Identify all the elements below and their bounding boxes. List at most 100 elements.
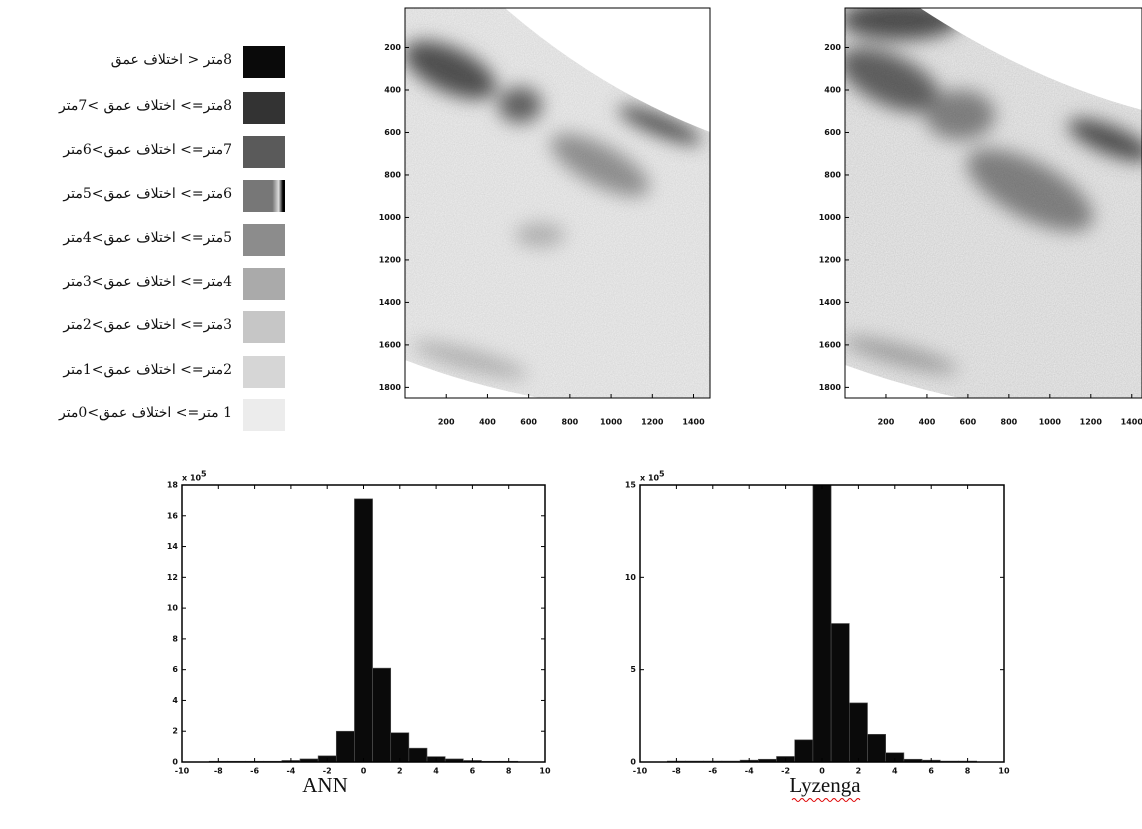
caption: ANN [302,773,348,797]
x-tick-label: 2 [397,767,403,776]
x-tick-label: 200 [878,418,895,427]
y-tick-label: 4 [172,696,178,705]
x-tick-label: -10 [633,767,648,776]
y-tick-label: 1400 [379,298,402,307]
x-tick-label: -4 [745,767,754,776]
legend-swatch [243,268,285,300]
y-tick-label: 2 [172,727,178,736]
y-tick-label: 10 [167,604,179,613]
x-tick-label: 600 [960,418,977,427]
map-frame [844,7,1142,399]
x-tick-label: -4 [286,767,295,776]
y-tick-label: 1000 [819,213,842,222]
y-tick-label: 1000 [379,213,402,222]
legend-swatch [243,180,285,212]
x-tick-label: 800 [562,418,579,427]
scale-label: x 10 [640,474,660,483]
y-tick-label: 800 [824,170,841,179]
x-tick-label: 1200 [1080,418,1103,427]
x-tick-label: 10 [539,767,551,776]
scale-exponent: 5 [659,470,665,479]
legend-swatch [243,46,285,78]
scale-exponent: 5 [201,470,207,479]
legend-label: 3متر=> اختلاف عمق>2متر [63,317,232,333]
x-tick-label: 0 [819,767,825,776]
bar [335,730,355,763]
x-tick-label: 1200 [641,418,664,427]
y-tick-label: 600 [384,128,401,137]
legend-label: 8متر < اختلاف عمق [110,52,232,68]
legend-label: 4متر=> اختلاف عمق>3متر [63,274,232,290]
bar [812,484,832,763]
bar [390,732,410,763]
y-tick-label: 5 [630,665,636,674]
legend-swatch [243,399,285,431]
legend-swatch [243,311,285,343]
caption: Lyzenga [789,773,861,797]
map-image [405,8,710,398]
y-tick-label: 1800 [819,383,842,392]
x-tick-label: 2 [856,767,862,776]
spellcheck-underline [791,798,861,802]
x-tick-label: 1000 [600,418,623,427]
map-frame [404,7,711,399]
y-tick-label: 16 [167,511,179,520]
x-tick-label: -8 [672,767,681,776]
legend-label: 1 متر=> اختلاف عمق>0متر [58,405,232,421]
legend-label: 8متر=> اختلاف عمق >7متر [58,98,232,114]
y-tick-label: 1600 [379,340,402,349]
x-tick-label: 10 [998,767,1010,776]
y-tick-label: 1800 [379,383,402,392]
x-tick-label: -6 [708,767,717,776]
x-tick-label: 6 [470,767,476,776]
x-tick-label: 400 [479,418,496,427]
y-tick-label: 0 [172,758,178,767]
x-tick-label: 0 [361,767,367,776]
y-tick-label: 6 [172,665,178,674]
legend-swatch [243,356,285,388]
x-tick-label: -10 [175,767,190,776]
y-tick-label: 10 [625,573,637,582]
x-tick-label: 800 [1001,418,1018,427]
legend-swatch [243,224,285,256]
x-tick-label: 1000 [1039,418,1062,427]
y-tick-label: 12 [167,573,178,582]
bar [830,623,850,763]
x-tick-label: 200 [438,418,455,427]
y-tick-label: 1200 [819,255,842,264]
y-tick-label: 8 [172,634,178,643]
y-tick-label: 200 [824,43,841,52]
legend-label: 2متر=> اختلاف عمق>1متر [63,362,232,378]
y-tick-label: 15 [625,481,637,490]
y-tick-label: 18 [167,481,179,490]
bar [408,747,428,763]
y-tick-label: 0 [630,758,636,767]
scale-label: x 10 [182,474,202,483]
x-tick-label: 8 [506,767,512,776]
bar [794,739,814,763]
bar [848,702,868,763]
y-tick-label: 200 [384,43,401,52]
bar [372,667,392,763]
x-tick-label: -2 [781,767,790,776]
y-tick-label: 600 [824,128,841,137]
y-tick-label: 1600 [819,340,842,349]
x-tick-label: 1400 [1121,418,1142,427]
y-tick-label: 1400 [819,298,842,307]
x-tick-label: 400 [919,418,936,427]
x-tick-label: 600 [520,418,537,427]
bar [354,498,373,763]
map-image [845,8,1142,398]
x-tick-label: 6 [928,767,934,776]
x-tick-label: 4 [892,767,898,776]
x-tick-label: 4 [433,767,439,776]
legend-label: 7متر=> اختلاف عمق>6متر [63,142,232,158]
y-tick-label: 14 [167,542,179,551]
legend-swatch [243,136,285,168]
legend-label: 5متر=> اختلاف عمق>4متر [63,230,232,246]
x-tick-label: -8 [214,767,223,776]
x-tick-label: 1400 [682,418,705,427]
y-tick-label: 800 [384,170,401,179]
